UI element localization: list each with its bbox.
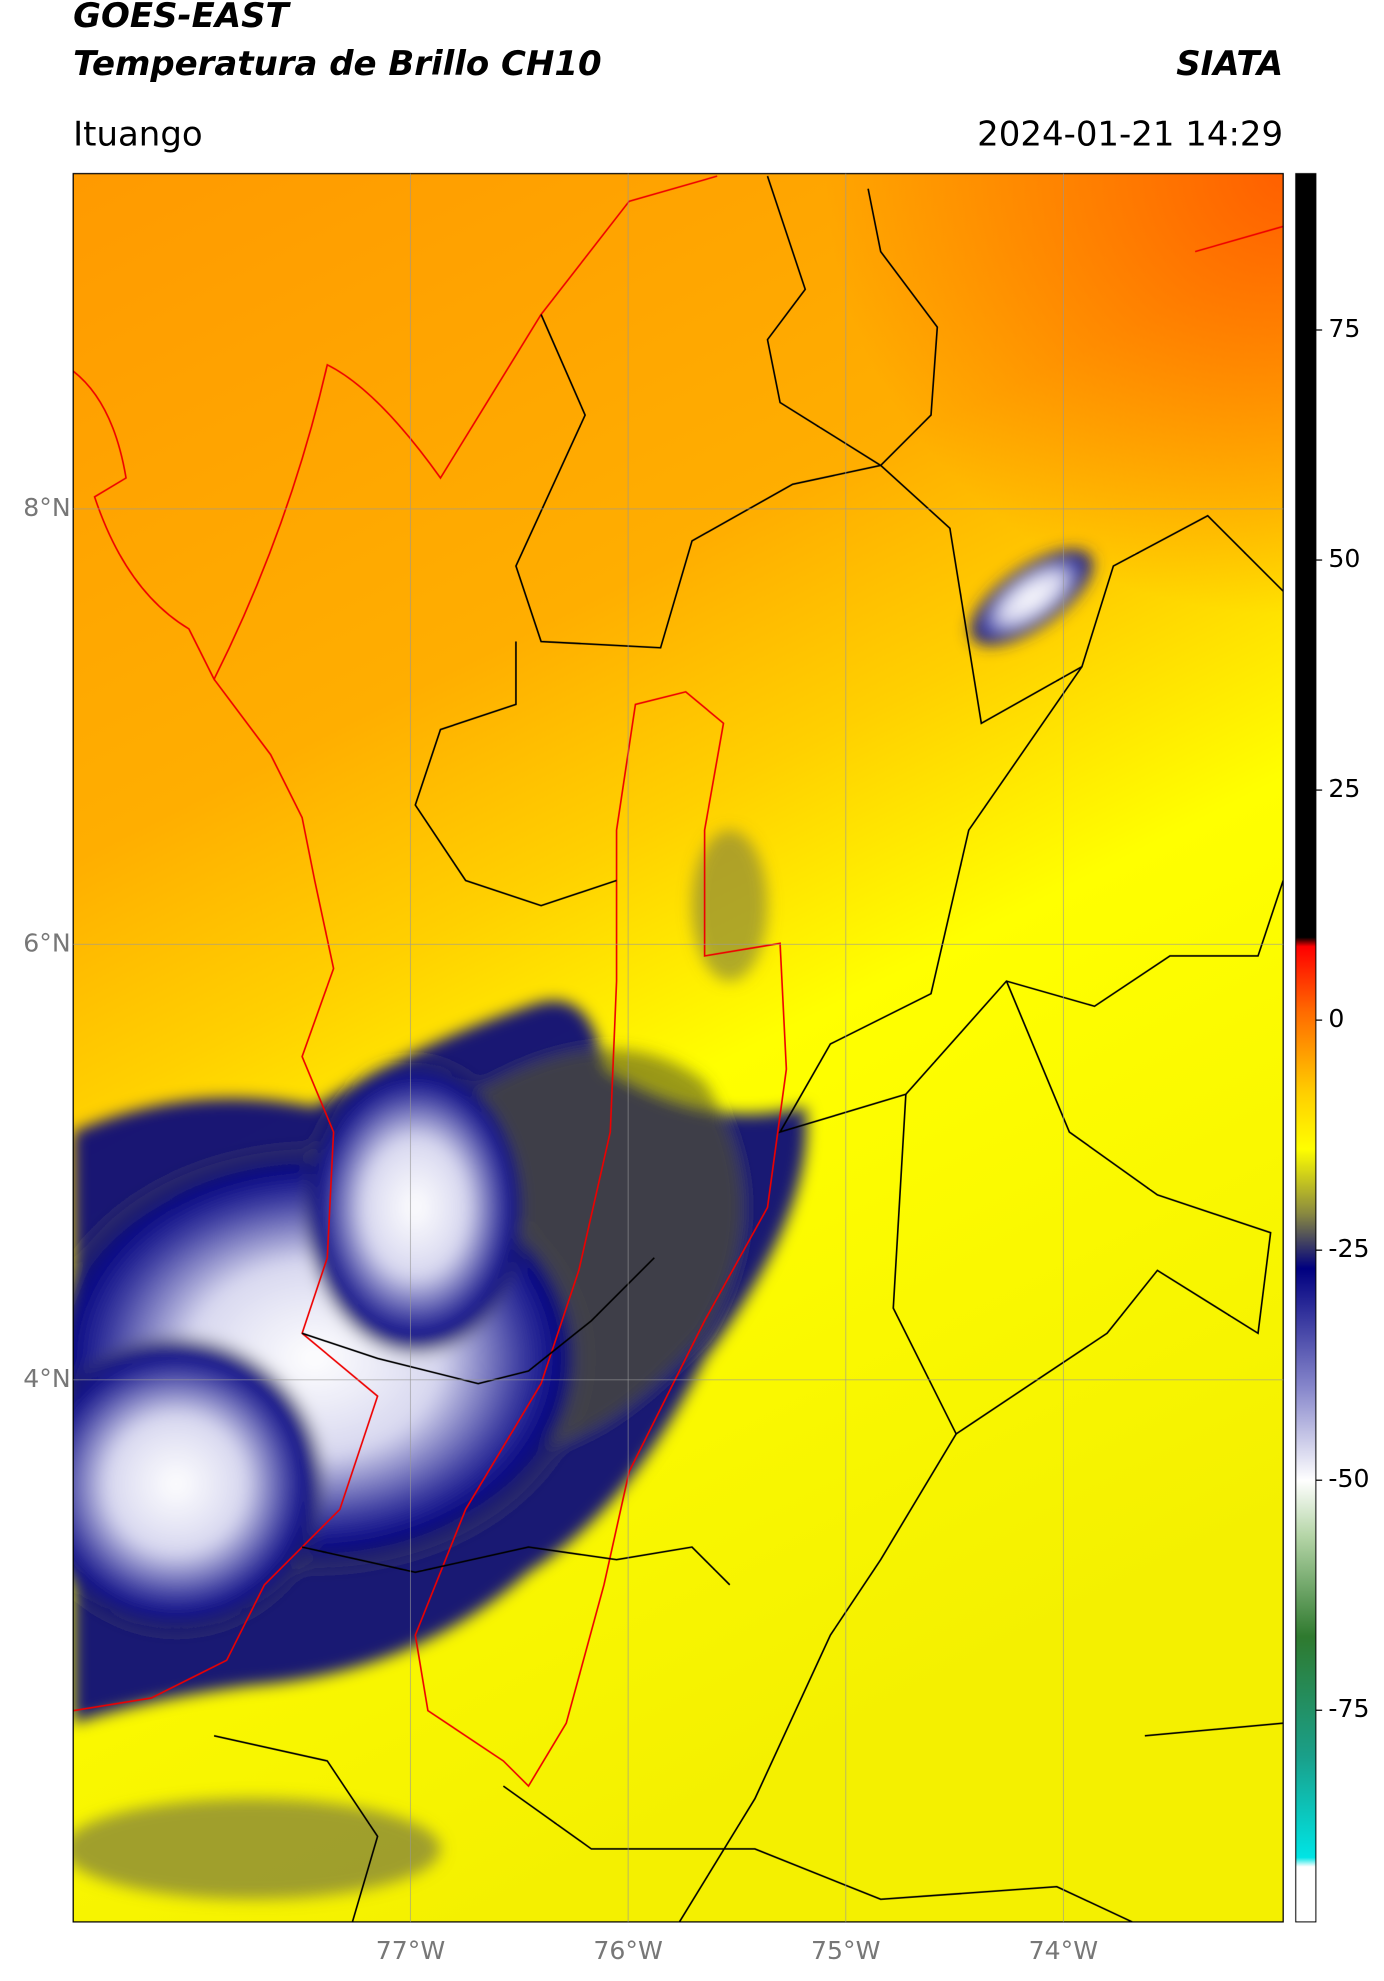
datetime: 2024-01-21 14:29 <box>977 114 1283 154</box>
lat-tick-label: 8°N <box>23 493 70 522</box>
subtitle: Temperatura de Brillo CH10 <box>73 44 601 84</box>
colorbar-tick-label: 25 <box>1328 774 1360 803</box>
colorbar-tick-label: 75 <box>1328 314 1360 343</box>
lon-tick-label: 74°W <box>1029 1936 1099 1965</box>
title: GOES-EAST <box>73 0 291 36</box>
brand: SIATA <box>1176 44 1283 84</box>
map-frame <box>72 172 1284 1923</box>
colorbar-tick-label: 0 <box>1328 1004 1344 1033</box>
colorbar-tick-label: 50 <box>1328 544 1360 573</box>
lon-tick-label: 77°W <box>376 1936 446 1965</box>
lon-tick-label: 76°W <box>593 1936 663 1965</box>
colorbar <box>1295 173 1317 1923</box>
satellite-image <box>73 173 1284 1922</box>
lat-tick-label: 6°N <box>23 928 70 957</box>
lat-tick-label: 4°N <box>23 1364 70 1393</box>
location: Ituango <box>73 114 203 154</box>
colorbar-tick-label: -50 <box>1328 1464 1369 1493</box>
lon-tick-label: 75°W <box>811 1936 881 1965</box>
colorbar-tick-label: -75 <box>1328 1694 1369 1723</box>
colorbar-tick-label: -25 <box>1328 1234 1369 1263</box>
